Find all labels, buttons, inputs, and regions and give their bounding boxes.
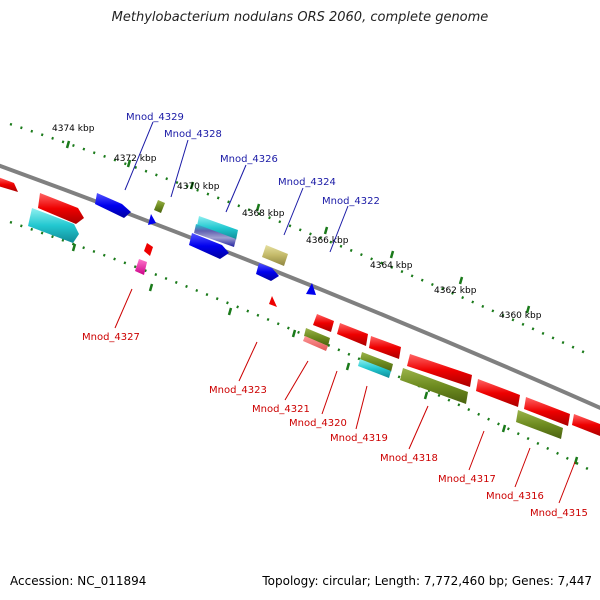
gene-glyph[interactable] — [38, 193, 84, 224]
genome-backbone — [0, 163, 600, 410]
gene-glyph[interactable] — [516, 410, 563, 439]
gene-glyph[interactable] — [313, 314, 334, 332]
gene-glyph[interactable] — [256, 263, 279, 281]
gene-glyph[interactable] — [407, 354, 472, 387]
gene-glyph[interactable] — [148, 214, 156, 225]
upper-gene-label[interactable]: Mnod_4328 — [164, 129, 222, 140]
lower-gene-label[interactable]: Mnod_4323 — [209, 385, 267, 396]
map-title: Methylobacterium nodulans ORS 2060, comp… — [111, 10, 489, 25]
kbp-label: 4366 kbp — [306, 236, 349, 246]
kbp-label: 4374 kbp — [52, 124, 95, 134]
gene-glyph[interactable] — [303, 336, 328, 351]
gene-glyph[interactable] — [0, 177, 18, 192]
gene-glyph[interactable] — [144, 243, 153, 256]
gene-glyph[interactable] — [476, 379, 520, 407]
gene-glyph[interactable] — [524, 397, 570, 426]
gene-glyph[interactable] — [269, 296, 277, 307]
kbp-label: 4370 kbp — [177, 182, 220, 192]
gene-glyph[interactable] — [572, 414, 600, 436]
lower-gene-label[interactable]: Mnod_4318 — [380, 453, 438, 464]
lower-gene-leaders — [114, 288, 576, 504]
upper-gene-label[interactable]: Mnod_4329 — [126, 112, 184, 123]
kbp-label: 4362 kbp — [434, 286, 477, 296]
kbp-label: 4372 kbp — [114, 154, 157, 164]
genome-summary-text: Topology: circular; Length: 7,772,460 bp… — [262, 574, 592, 588]
lower-gene-label[interactable]: Mnod_4315 — [530, 508, 588, 519]
gene-glyph[interactable] — [306, 283, 316, 295]
lower-gene-label[interactable]: Mnod_4327 — [82, 332, 140, 343]
kbp-label: 4360 kbp — [499, 311, 542, 321]
upper-gene-leaders — [124, 121, 349, 253]
gene-glyph[interactable] — [135, 259, 147, 275]
inner-tick-track — [9, 220, 591, 472]
kbp-label: 4368 kbp — [242, 209, 285, 219]
gene-glyph[interactable] — [28, 208, 79, 243]
gene-glyph[interactable] — [197, 216, 238, 240]
gene-glyph[interactable] — [337, 323, 368, 346]
upper-gene-label[interactable]: Mnod_4326 — [220, 154, 278, 165]
gene-glyph[interactable] — [304, 328, 330, 346]
upper-gene-label[interactable]: Mnod_4324 — [278, 177, 336, 188]
outer-tick-track — [9, 122, 591, 357]
gene-glyph[interactable] — [262, 245, 288, 266]
lower-gene-label[interactable]: Mnod_4317 — [438, 474, 496, 485]
gene-glyph[interactable] — [189, 233, 229, 259]
outer-major-ticks — [65, 140, 531, 314]
lower-gene-label[interactable]: Mnod_4320 — [289, 418, 347, 429]
lower-gene-label[interactable]: Mnod_4316 — [486, 491, 544, 502]
accession-text: Accession: NC_011894 — [10, 574, 147, 588]
gene-glyph[interactable] — [154, 200, 165, 213]
gene-glyph[interactable] — [358, 359, 391, 378]
lower-gene-label[interactable]: Mnod_4319 — [330, 433, 388, 444]
kbp-label: 4364 kbp — [370, 261, 413, 271]
gene-glyph[interactable] — [194, 224, 236, 247]
gene-glyph[interactable] — [95, 193, 131, 218]
lower-gene-label[interactable]: Mnod_4321 — [252, 404, 310, 415]
inner-major-ticks — [71, 243, 579, 465]
gene-glyph[interactable] — [400, 368, 468, 404]
gene-glyph[interactable] — [369, 336, 401, 359]
upper-gene-label[interactable]: Mnod_4322 — [322, 196, 380, 207]
gene-glyph[interactable] — [360, 352, 393, 372]
